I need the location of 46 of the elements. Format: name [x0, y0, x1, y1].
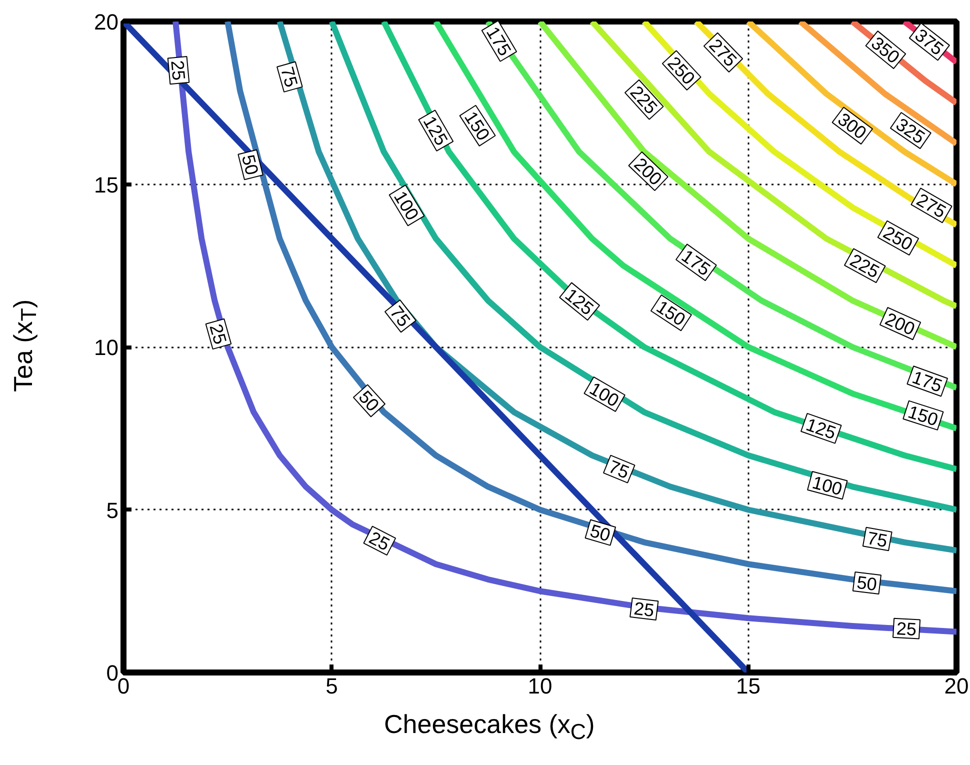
annotation: 50 [238, 152, 262, 177]
annotation: 375 [911, 24, 948, 60]
annotation: 150 [652, 296, 689, 330]
annotation: 25 [167, 59, 189, 82]
annotation: 350 [867, 32, 904, 68]
annotation: 100 [390, 188, 423, 224]
annotation: 175 [678, 246, 714, 280]
annotation: 250 [664, 52, 699, 88]
annotation: 300 [834, 109, 870, 144]
annotation: 175 [910, 367, 945, 396]
annotation: 75 [866, 528, 889, 552]
annotation: 100 [810, 472, 844, 500]
x-axis-title: Cheesecakes (x$_{C}$) [384, 708, 595, 746]
annotation: 100 [586, 378, 622, 411]
annotation: 50 [354, 386, 383, 416]
annotation: 150 [460, 108, 494, 144]
annotation: 75 [606, 456, 632, 483]
annotation: 125 [419, 112, 452, 149]
x-tick-label: 5 [326, 674, 338, 698]
x-tick-label: 10 [528, 674, 552, 698]
y-tick-label: 5 [106, 498, 119, 523]
annotation: 75 [386, 302, 414, 330]
annotation: 150 [906, 402, 940, 430]
annotation: 50 [856, 572, 878, 595]
annotation: 200 [882, 308, 918, 340]
annotation: 25 [366, 528, 393, 555]
y-tick-label: 10 [94, 335, 119, 360]
annotation: 175 [482, 23, 516, 60]
annotation: 25 [632, 598, 656, 621]
annotation: 125 [803, 414, 838, 444]
x-tick-label: 15 [736, 674, 760, 698]
annotation: 125 [561, 284, 598, 320]
annotation: 275 [705, 35, 741, 71]
annotation: 50 [588, 520, 613, 546]
annotation: 250 [880, 222, 916, 254]
annotation: 200 [630, 154, 666, 190]
x-tick-label: 20 [944, 674, 969, 698]
annotation: 325 [892, 114, 928, 148]
annotation: 75 [276, 64, 302, 90]
y-tick-label: 15 [94, 172, 119, 198]
annotation: 225 [846, 250, 883, 282]
annotation: 25 [206, 322, 230, 346]
annotation: 225 [626, 82, 662, 118]
annotation: 275 [913, 190, 950, 222]
y-tick-label: 20 [94, 10, 119, 34]
annotation: 25 [896, 618, 918, 640]
